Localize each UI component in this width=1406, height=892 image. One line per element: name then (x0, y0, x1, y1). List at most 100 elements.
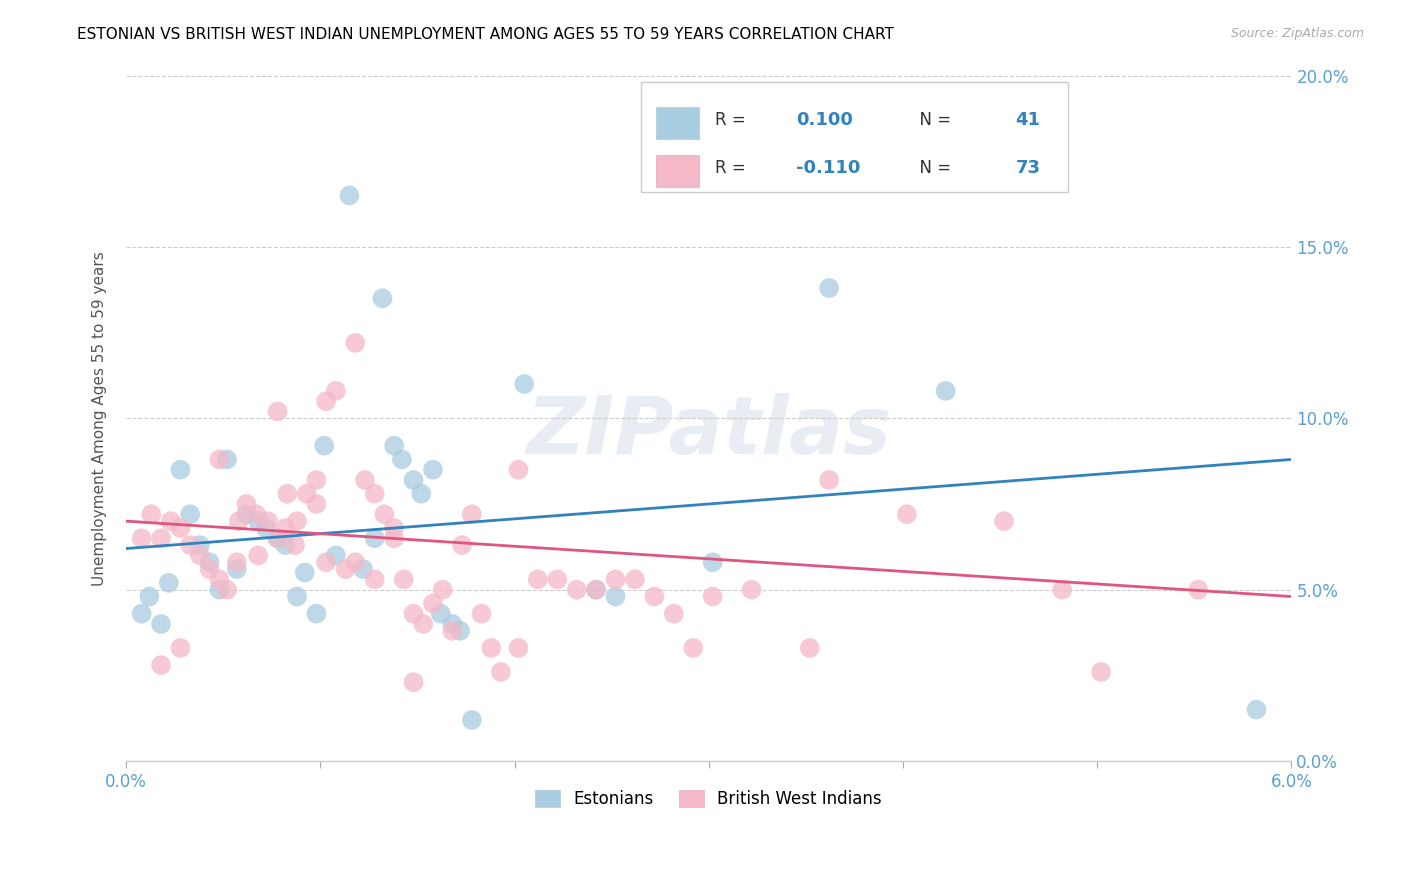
Point (818, 473, 841, 487)
Point (247, 549, 270, 563)
Point (993, 514, 1015, 528)
Point (1246, 703, 1268, 717)
Point (508, 640, 530, 655)
Point (217, 582, 239, 597)
Point (169, 640, 191, 655)
Point (225, 555, 247, 569)
Point (188, 538, 211, 552)
Text: Source: ZipAtlas.com: Source: ZipAtlas.com (1230, 27, 1364, 40)
Text: 73: 73 (1015, 159, 1040, 178)
Point (391, 452, 413, 467)
Point (285, 514, 308, 528)
Point (605, 573, 627, 587)
Point (682, 640, 704, 655)
Point (131, 531, 153, 545)
Point (276, 486, 298, 500)
Point (402, 607, 425, 621)
Point (131, 607, 153, 621)
Point (141, 508, 163, 522)
Point (1090, 665, 1112, 679)
Point (799, 640, 821, 655)
Point (208, 582, 231, 597)
Point (169, 521, 191, 535)
Point (228, 514, 250, 528)
Point (235, 497, 257, 511)
Point (235, 508, 257, 522)
Point (315, 394, 337, 409)
Point (546, 573, 568, 587)
Point (461, 713, 484, 727)
Point (513, 377, 536, 392)
Point (896, 508, 918, 522)
Point (294, 566, 316, 580)
Point (662, 607, 685, 621)
Point (479, 640, 502, 655)
Point (188, 549, 211, 563)
Point (274, 521, 297, 535)
Text: ESTONIAN VS BRITISH WEST INDIAN UNEMPLOYMENT AMONG AGES 55 TO 59 YEARS CORRELATI: ESTONIAN VS BRITISH WEST INDIAN UNEMPLOY… (77, 27, 894, 42)
Point (169, 463, 191, 477)
Point (643, 590, 665, 604)
Point (305, 473, 328, 487)
Text: N =: N = (908, 159, 962, 178)
Point (363, 573, 385, 587)
Point (266, 531, 288, 545)
Point (339, 188, 361, 202)
Point (138, 590, 160, 604)
Point (605, 590, 627, 604)
Point (284, 538, 307, 552)
Text: 0.100: 0.100 (796, 111, 853, 129)
Point (257, 514, 280, 528)
Point (352, 562, 374, 576)
Point (363, 486, 385, 500)
Point (702, 590, 724, 604)
Point (208, 452, 231, 467)
Point (451, 538, 474, 552)
Point (305, 497, 328, 511)
Point (422, 596, 444, 610)
Point (461, 508, 484, 522)
Point (254, 521, 277, 535)
Point (489, 665, 512, 679)
Point (371, 291, 394, 305)
Point (150, 531, 173, 545)
Point (198, 562, 221, 576)
Point (325, 549, 347, 563)
Text: R =: R = (714, 159, 756, 178)
Point (325, 384, 347, 398)
Point (422, 463, 444, 477)
Y-axis label: Unemployment Among Ages 55 to 59 years: Unemployment Among Ages 55 to 59 years (93, 251, 107, 586)
FancyBboxPatch shape (657, 107, 699, 139)
Point (344, 335, 367, 350)
Point (740, 582, 762, 597)
Point (245, 508, 267, 522)
Point (470, 607, 492, 621)
Point (508, 463, 530, 477)
Point (565, 582, 588, 597)
Point (392, 573, 415, 587)
Point (335, 562, 357, 576)
Point (411, 486, 433, 500)
Point (157, 575, 180, 590)
Point (198, 555, 221, 569)
Point (818, 281, 841, 295)
Point (585, 582, 607, 597)
Point (412, 617, 434, 632)
Point (441, 617, 464, 632)
Point (429, 607, 451, 621)
Point (441, 624, 464, 638)
Point (150, 658, 173, 673)
Point (179, 508, 201, 522)
Point (354, 473, 377, 487)
Legend: Estonians, British West Indians: Estonians, British West Indians (529, 783, 889, 814)
Point (402, 675, 425, 690)
Point (315, 555, 337, 569)
Point (150, 617, 173, 632)
FancyBboxPatch shape (641, 82, 1069, 192)
Point (382, 439, 405, 453)
Point (179, 538, 201, 552)
Text: 41: 41 (1015, 111, 1040, 129)
Point (159, 514, 181, 528)
Point (449, 624, 471, 638)
Point (1052, 582, 1074, 597)
